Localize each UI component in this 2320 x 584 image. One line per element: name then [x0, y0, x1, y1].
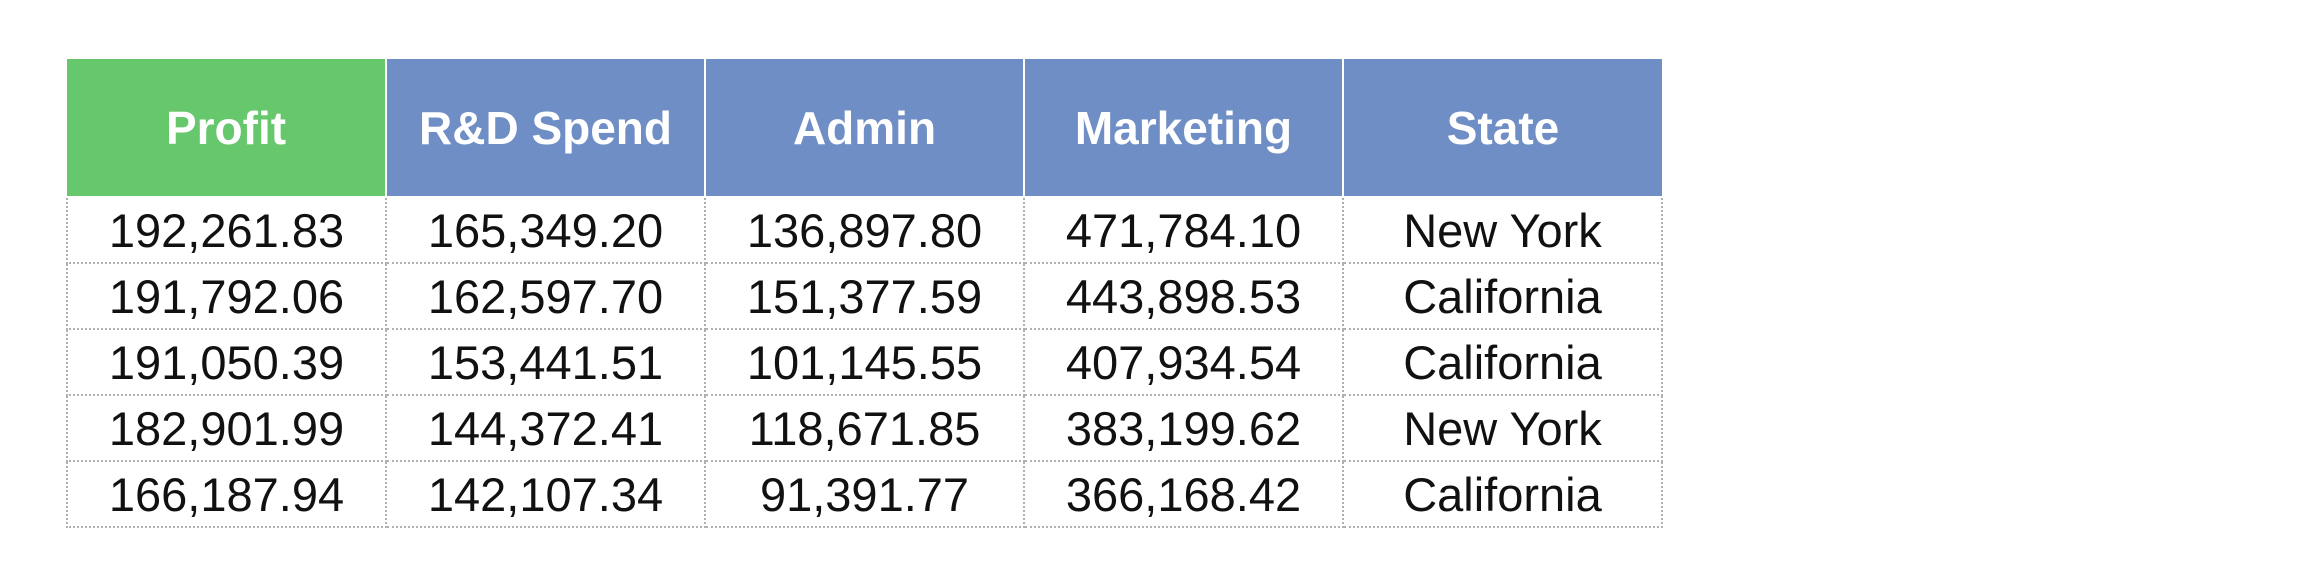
cell-rd-spend: 153,441.51 — [385, 328, 706, 396]
column-header-state: State — [1343, 59, 1662, 198]
cell-profit: 182,901.99 — [66, 394, 387, 462]
table-row: 192,261.83 165,349.20 136,897.80 471,784… — [66, 196, 1663, 264]
cell-marketing: 443,898.53 — [1023, 262, 1344, 330]
cell-admin: 118,671.85 — [704, 394, 1025, 462]
cell-state: California — [1342, 328, 1663, 396]
table-row: 166,187.94 142,107.34 91,391.77 366,168.… — [66, 460, 1663, 528]
cell-profit: 192,261.83 — [66, 196, 387, 264]
cell-state: New York — [1342, 394, 1663, 462]
cell-rd-spend: 165,349.20 — [385, 196, 706, 264]
cell-profit: 191,792.06 — [66, 262, 387, 330]
cell-rd-spend: 144,372.41 — [385, 394, 706, 462]
cell-admin: 151,377.59 — [704, 262, 1025, 330]
cell-state: New York — [1342, 196, 1663, 264]
cell-profit: 166,187.94 — [66, 460, 387, 528]
table-header: Profit R&D Spend Admin Marketing State — [67, 59, 1662, 198]
cell-admin: 91,391.77 — [704, 460, 1025, 528]
cell-marketing: 407,934.54 — [1023, 328, 1344, 396]
table-body: 192,261.83 165,349.20 136,897.80 471,784… — [66, 196, 1663, 528]
cell-marketing: 471,784.10 — [1023, 196, 1344, 264]
column-header-admin: Admin — [705, 59, 1025, 198]
table-row: 191,792.06 162,597.70 151,377.59 443,898… — [66, 262, 1663, 330]
cell-admin: 136,897.80 — [704, 196, 1025, 264]
cell-profit: 191,050.39 — [66, 328, 387, 396]
cell-state: California — [1342, 460, 1663, 528]
cell-rd-spend: 162,597.70 — [385, 262, 706, 330]
table-row: 191,050.39 153,441.51 101,145.55 407,934… — [66, 328, 1663, 396]
cell-admin: 101,145.55 — [704, 328, 1025, 396]
cell-rd-spend: 142,107.34 — [385, 460, 706, 528]
data-table: Profit R&D Spend Admin Marketing State 1… — [66, 59, 1663, 528]
column-header-profit: Profit — [67, 59, 387, 198]
cell-marketing: 383,199.62 — [1023, 394, 1344, 462]
header-row: Profit R&D Spend Admin Marketing State — [67, 59, 1662, 198]
column-header-marketing: Marketing — [1024, 59, 1344, 198]
column-header-rd-spend: R&D Spend — [386, 59, 706, 198]
table-row: 182,901.99 144,372.41 118,671.85 383,199… — [66, 394, 1663, 462]
cell-state: California — [1342, 262, 1663, 330]
cell-marketing: 366,168.42 — [1023, 460, 1344, 528]
